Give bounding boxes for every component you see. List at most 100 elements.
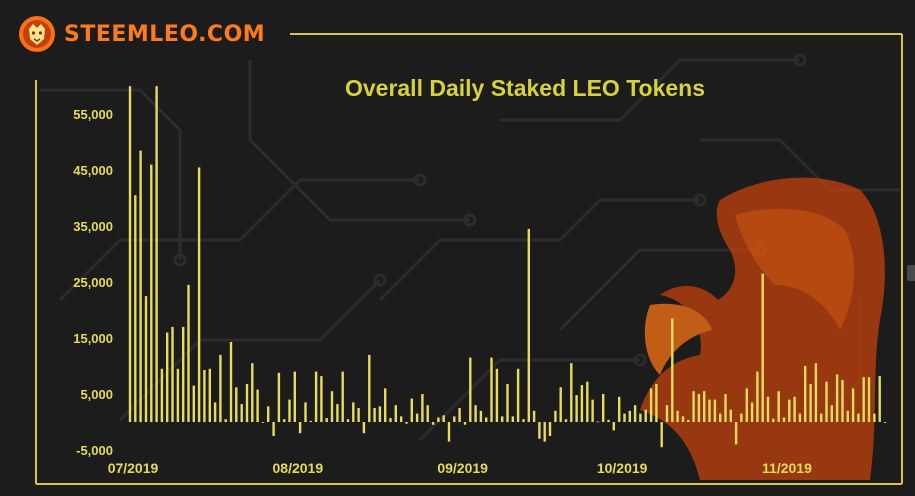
bar (851, 388, 855, 422)
bar (878, 376, 881, 422)
bar (325, 418, 328, 422)
bar (756, 371, 759, 422)
bar (703, 391, 706, 422)
bar (368, 354, 371, 423)
bar (719, 413, 722, 422)
circuit-background (40, 53, 900, 442)
bar (134, 195, 137, 422)
bar (192, 385, 195, 422)
bar (564, 419, 568, 422)
bar (463, 422, 467, 425)
bar (671, 318, 674, 422)
bar (267, 406, 270, 422)
bar (830, 405, 833, 422)
bar (506, 384, 509, 423)
bar (415, 413, 419, 422)
bar (320, 376, 323, 422)
bar (713, 399, 717, 422)
bar (835, 374, 839, 422)
bar (820, 413, 823, 422)
x-tick-label: 08/2019 (273, 460, 324, 476)
bar (341, 371, 344, 422)
bar (389, 418, 392, 422)
bar (586, 381, 589, 422)
bar (841, 380, 844, 422)
bar (750, 402, 754, 422)
bar (761, 273, 764, 422)
bar (474, 405, 477, 422)
bar (479, 410, 483, 422)
side-tab-handle[interactable] (907, 265, 915, 281)
bar (612, 422, 615, 431)
bar (660, 422, 663, 448)
bar (708, 399, 711, 422)
bar (734, 422, 738, 445)
bar (788, 399, 791, 422)
bar (649, 388, 653, 422)
bar (447, 422, 451, 442)
bar (346, 419, 350, 422)
bar (618, 396, 621, 422)
bar (139, 150, 142, 423)
y-tick-label: 5,000 (80, 387, 113, 402)
bar (559, 387, 562, 422)
bar (740, 413, 743, 422)
bar (144, 296, 148, 422)
bar (155, 86, 158, 422)
bar (538, 422, 541, 439)
bar (400, 416, 403, 422)
bar (160, 368, 164, 422)
bar (352, 402, 355, 422)
bar (362, 422, 366, 434)
bar (182, 326, 185, 422)
bar (532, 410, 536, 422)
x-tick-label: 10/2019 (597, 460, 648, 476)
chart-title: Overall Daily Staked LEO Tokens (345, 75, 705, 101)
bar (639, 413, 642, 422)
bar (548, 422, 552, 436)
bar (373, 408, 376, 422)
bar (176, 368, 180, 422)
bar (607, 419, 610, 422)
bar (681, 416, 685, 422)
bar (453, 416, 456, 422)
frame (35, 33, 903, 485)
bar (421, 394, 424, 422)
brand-logo[interactable]: STEEMLEO.COM (18, 14, 265, 54)
bar (575, 395, 578, 422)
bar (245, 384, 249, 423)
bar (676, 410, 679, 422)
x-tick-label: 11/2019 (762, 460, 812, 476)
bar (655, 384, 658, 423)
bar (825, 381, 828, 422)
bar (692, 391, 695, 422)
bar (384, 388, 387, 422)
bar (495, 368, 499, 422)
bar (150, 164, 153, 423)
bar (580, 385, 584, 422)
bar (809, 384, 812, 423)
bar (543, 422, 546, 442)
bar (426, 405, 429, 422)
bar (522, 419, 525, 422)
bar (554, 410, 557, 422)
bar (798, 413, 802, 422)
bar (570, 363, 573, 422)
y-tick-label: 25,000 (73, 275, 113, 290)
bar (846, 410, 849, 422)
bar (293, 371, 296, 422)
bar (197, 167, 201, 423)
bar (745, 388, 748, 422)
bar (240, 404, 243, 422)
bar (766, 396, 770, 422)
bar (251, 363, 254, 422)
bar (357, 408, 360, 422)
bar (261, 422, 265, 423)
y-tick-label: 15,000 (73, 331, 113, 346)
bar (208, 368, 211, 422)
bar (277, 372, 281, 423)
bar (883, 422, 887, 423)
bar (697, 394, 701, 422)
bar (219, 354, 222, 423)
